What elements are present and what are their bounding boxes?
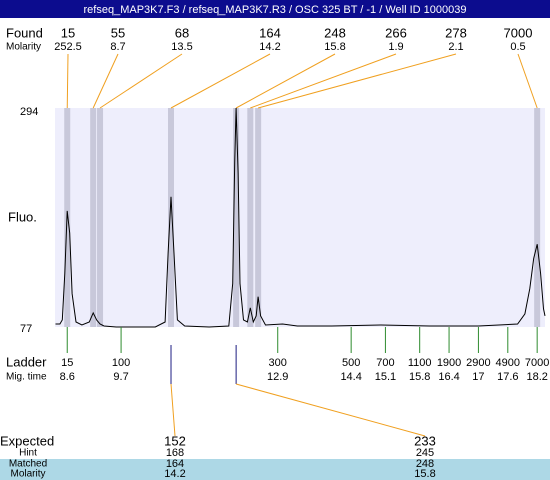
peak-band [168,108,175,327]
found-molarity-label: Molarity [6,42,41,53]
ladder-size: 1900 [437,357,461,369]
ladder-time-label: Mig. time [6,372,47,383]
peak-band [233,108,240,327]
hint-value: 245 [416,447,434,459]
found-size: 7000 [504,25,533,40]
ladder-size: 1100 [408,357,432,369]
found-size: 266 [385,25,407,40]
ladder-size: 500 [342,357,360,369]
matched-label: Matched [9,459,47,470]
matched-band [0,459,550,480]
ladder-size: 300 [269,357,287,369]
found-size: 15 [61,25,75,40]
title-bar [0,0,550,18]
found-size: 278 [445,25,467,40]
expected-connector [170,383,176,437]
found-size: 55 [111,25,125,40]
peak-band [534,108,541,327]
found-connector [235,53,336,109]
ladder-time: 18.2 [526,371,547,383]
ladder-time: 17.6 [497,371,518,383]
found-size: 248 [324,25,346,40]
y-tick-label: 294 [20,106,38,118]
expected-size: 233 [414,433,436,448]
y-label: Fluo. [8,209,37,224]
found-size: 164 [259,25,281,40]
found-connector [170,53,271,109]
expected-molarity-label: Molarity [10,469,45,480]
found-molarity: 13.5 [171,41,192,53]
ladder-size: 4900 [496,357,520,369]
ladder-size: 15 [61,357,73,369]
found-connector [92,53,119,109]
found-connector [258,53,457,109]
ladder-time: 17 [472,371,484,383]
peak-band [255,108,262,327]
expected-molarity: 14.2 [164,468,185,480]
ladder-time: 8.6 [60,371,75,383]
y-tick-label: 77 [20,323,32,335]
ladder-time: 16.4 [438,371,459,383]
expected-connector [235,383,426,437]
ladder-time: 15.1 [375,371,396,383]
matched-value: 164 [166,458,184,470]
found-molarity: 1.9 [388,41,403,53]
found-connector [66,53,69,109]
hint-value: 168 [166,447,184,459]
peak-band [97,108,104,327]
ladder-size: 2900 [466,357,490,369]
found-molarity: 14.2 [259,41,280,53]
hint-label: Hint [19,448,37,459]
ladder-size: 100 [112,357,130,369]
ladder-time: 12.9 [267,371,288,383]
matched-value: 248 [416,458,434,470]
found-molarity: 252.5 [54,41,82,53]
expected-label: Expected [0,433,54,448]
ladder-time: 9.7 [113,371,128,383]
ladder-time: 15.8 [409,371,430,383]
found-connector [250,53,397,109]
ladder-size: 700 [376,357,394,369]
ladder-size: 7000 [525,357,549,369]
peak-band [247,108,254,327]
expected-molarity: 15.8 [414,468,435,480]
found-size: 68 [175,25,189,40]
found-connector [99,53,183,109]
ladder-time: 14.4 [340,371,361,383]
plot-area [55,108,545,327]
peak-band [90,108,97,327]
expected-size: 152 [164,433,186,448]
ladder-label: Ladder [6,354,47,369]
found-molarity: 15.8 [324,41,345,53]
found-molarity: 0.5 [510,41,525,53]
found-molarity: 8.7 [110,41,125,53]
found-label: Found [6,25,43,40]
title: refseq_MAP3K7.F3 / refseq_MAP3K7.R3 / OS… [84,4,467,16]
found-molarity: 2.1 [448,41,463,53]
found-connector [517,53,538,109]
trace [55,107,546,328]
